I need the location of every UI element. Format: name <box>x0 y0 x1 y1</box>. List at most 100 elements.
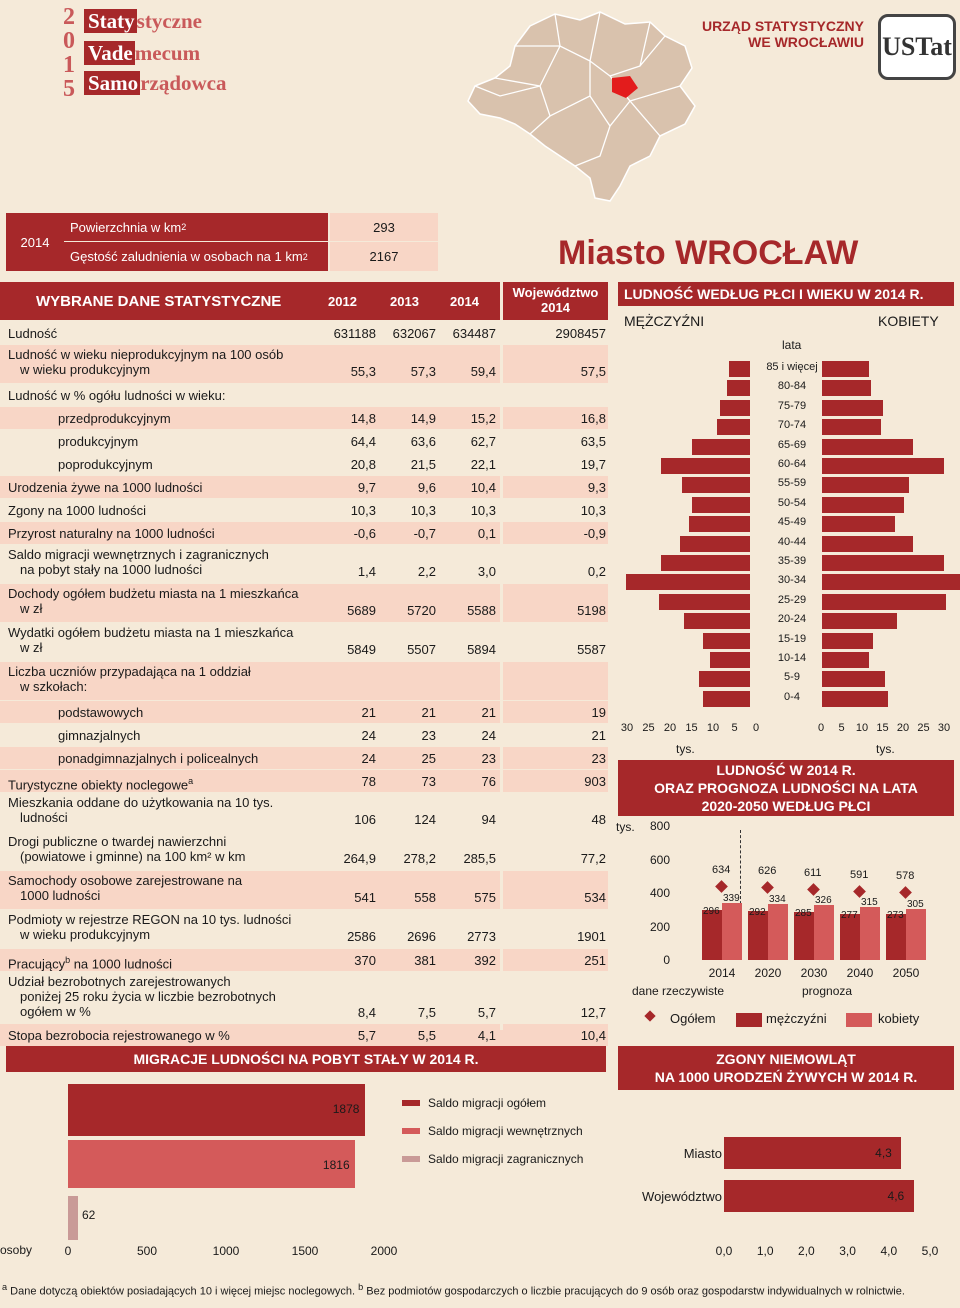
row-value: 76 <box>481 774 496 789</box>
table-row: Ludność w wieku nieprodukcyjnym na 100 o… <box>0 345 608 383</box>
forecast-label-men: 277 <box>841 909 858 921</box>
row-value: 2773 <box>467 929 496 944</box>
row-value: 5849 <box>347 642 376 657</box>
row-label: poprodukcyjnym <box>58 457 153 472</box>
table-row: Pracującyb na 1000 ludności 370 381 392 251 <box>0 949 608 971</box>
row-value: 78 <box>361 774 376 789</box>
migration-legend-label: Saldo migracji ogółem <box>428 1096 547 1110</box>
row-label-line1: Drogi publiczne o twardej nawierzchni <box>8 834 227 849</box>
row-label: produkcyjnym <box>58 434 138 449</box>
forecast-ytick: 600 <box>649 852 670 867</box>
row-label: Dochody ogółem budżetu miasta na 1 miesz… <box>8 586 299 616</box>
migration-bar <box>68 1140 355 1188</box>
col-voivodeship: Województwo 2014 <box>500 282 608 320</box>
forecast-label-men: 292 <box>749 907 766 919</box>
pyramid-bar-women <box>822 419 881 436</box>
row-value: 14,9 <box>410 411 436 426</box>
row-label: Ludność w % ogółu ludności w wieku: <box>8 388 226 403</box>
row-label: Urodzenia żywe na 1000 ludności <box>8 480 202 495</box>
pyramid-title: LUDNOŚĆ WEDŁUG PŁCI I WIEKU W 2014 R. <box>618 282 954 306</box>
forecast-total-marker <box>761 881 774 895</box>
row-value: 1901 <box>577 929 606 944</box>
forecast-total-marker <box>899 885 912 899</box>
forecast-label-men: 273 <box>887 910 904 922</box>
age-label: 20-24 <box>777 613 807 626</box>
migration-bar <box>68 1084 365 1136</box>
forecast-label-men: 296 <box>703 906 720 918</box>
pyramid-bar-men <box>691 438 750 455</box>
row-label-line1: Stopa bezrobocia rejestrowanego w % <box>8 1028 230 1043</box>
row-label: Udział bezrobotnych zarejestrowanych poni… <box>8 974 276 1019</box>
area-label-text: Powierzchnia w km <box>70 219 182 235</box>
forecast-title-line3: 2020-2050 WEDŁUG PŁCI <box>701 798 871 814</box>
row-value: 55,3 <box>350 364 376 379</box>
row-label-line1: Podmioty w rejestrze REGON na 10 tys. lu… <box>8 912 292 927</box>
col-voivodeship-line1: Województwo <box>512 285 599 300</box>
row-value: 23 <box>421 728 436 743</box>
row-value: 381 <box>414 953 436 968</box>
row-value: 632067 <box>392 326 436 341</box>
infant-category: Miasto <box>683 1146 722 1161</box>
age-label: 15-19 <box>777 632 807 645</box>
forecast-bar-men <box>702 910 722 960</box>
pyramid-bar-men <box>682 477 750 494</box>
row-value: 5689 <box>347 603 376 618</box>
row-label-line1: Turystyczne obiekty noclegowe <box>8 777 189 793</box>
row-value: 64,4 <box>350 434 376 449</box>
pyramid-bar-men <box>726 380 750 397</box>
row-value: 631188 <box>333 326 376 341</box>
row-value: 5198 <box>577 603 606 618</box>
forecast-unit: tys. <box>616 820 635 834</box>
legend-men-label: mężczyźni <box>766 1011 827 1026</box>
row-value: 3,0 <box>477 564 496 579</box>
row-value: 264,9 <box>343 851 376 866</box>
density-label: Gęstość zaludnienia w osobach na 1 km 2 <box>64 242 328 271</box>
row-label: Zgony na 1000 ludności <box>8 503 146 518</box>
forecast-total-label: 626 <box>758 865 777 878</box>
row-value: 24 <box>361 728 376 743</box>
pyramid-bar-women <box>822 399 883 416</box>
row-value: 10,3 <box>470 503 496 518</box>
row-label: Liczba uczniów przypadająca na 1 oddział… <box>8 664 251 694</box>
title-word-dark: Staty <box>84 9 137 33</box>
row-value: 25 <box>421 751 436 766</box>
row-value: -0,9 <box>583 526 606 541</box>
infant-xtick: 1,0 <box>756 1244 774 1258</box>
row-label: Mieszkania oddane do użytkowania na 10 t… <box>8 795 273 825</box>
pyramid-bar-men <box>703 690 750 707</box>
row-label-line1: Udział bezrobotnych zarejestrowanych <box>8 974 231 989</box>
age-label: 0-4 <box>784 690 800 703</box>
pyramid-tick-right: 0 <box>817 722 825 734</box>
age-label: 70-74 <box>777 419 807 432</box>
forecast-ytick: 800 <box>649 819 670 833</box>
row-value: 73 <box>421 774 436 789</box>
forecast-total-label: 611 <box>804 866 822 879</box>
row-value: 10,4 <box>470 480 496 495</box>
migration-xlabel: osoby <box>0 1243 33 1257</box>
row-value: 124 <box>414 812 436 827</box>
forecast-label-women: 326 <box>815 895 832 907</box>
row-value: 903 <box>584 774 606 789</box>
row-label-line1: przedprodukcyjnym <box>58 411 171 426</box>
forecast-divider <box>740 830 741 960</box>
row-value: 251 <box>584 953 606 968</box>
pyramid-bar-women <box>822 496 904 513</box>
density-label-sup: 2 <box>302 251 308 262</box>
year-digit: 0 <box>63 28 75 54</box>
voivodeship-map <box>467 11 696 202</box>
forecast-ytick: 200 <box>649 919 670 934</box>
forecast-ytick: 0 <box>663 953 670 967</box>
row-value: 21 <box>591 728 606 743</box>
area-label: Powierzchnia w km 2 <box>64 213 328 241</box>
row-value: 59,4 <box>470 364 496 379</box>
table-row: podstawowych 21 21 21 19 <box>0 701 608 723</box>
row-label-sup: b <box>65 955 71 965</box>
row-value: 19 <box>591 705 606 720</box>
pyramid-bar-men <box>679 535 750 552</box>
pyramid-tick-left: 15 <box>685 722 698 734</box>
row-value: 5507 <box>407 642 436 657</box>
footnote-a-text: Dane dotyczą obiektów posiadających 10 i… <box>10 1285 356 1298</box>
age-label: 45-49 <box>777 516 807 529</box>
migration-xtick: 2000 <box>370 1244 398 1258</box>
forecast-xlabel: 2014 <box>708 966 736 980</box>
